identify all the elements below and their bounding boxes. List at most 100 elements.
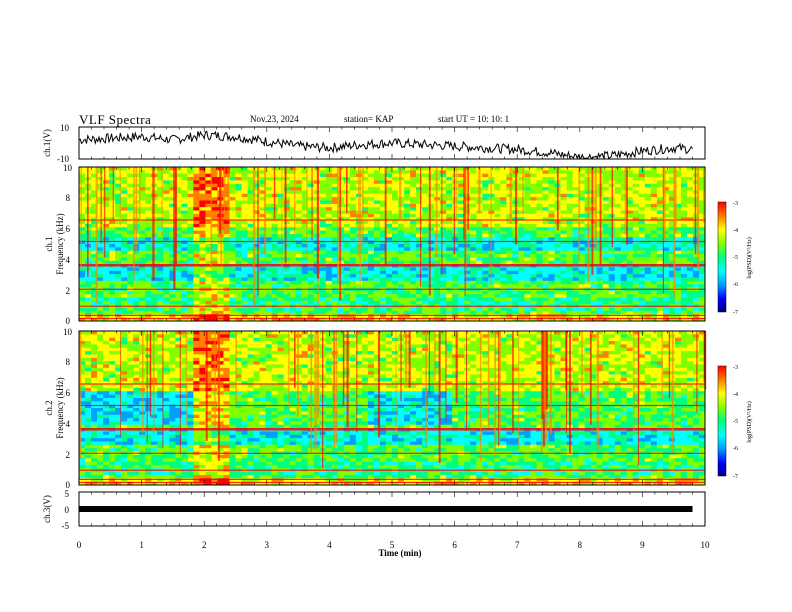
spectrogram-cell xyxy=(542,267,549,272)
spectrogram-cell xyxy=(373,233,381,238)
spectrogram-cell xyxy=(307,177,315,181)
spectrogram-cell xyxy=(560,227,567,231)
spectrogram-cell xyxy=(169,227,176,231)
spectrogram-cell xyxy=(379,230,387,235)
spectrogram-cell xyxy=(367,210,375,215)
spectrogram-cell xyxy=(103,240,110,245)
spectrogram-cell xyxy=(265,213,272,218)
spectrogram-cell xyxy=(530,193,537,198)
spectrogram-cell xyxy=(361,200,369,205)
spectrogram-cell xyxy=(452,237,459,241)
spectrogram-cell xyxy=(277,314,284,318)
spectrogram-cell xyxy=(392,247,399,251)
spectrogram-cell xyxy=(500,223,507,228)
spectrogram-cell xyxy=(307,260,315,265)
spectrogram-cell xyxy=(518,190,525,195)
sferic-streak xyxy=(273,167,276,219)
spectrogram-cell xyxy=(416,217,423,221)
spectrogram-cell xyxy=(253,294,260,298)
spectrogram-cell xyxy=(385,310,393,315)
spectrogram-cell xyxy=(680,223,688,228)
spectrogram-cell xyxy=(271,260,278,265)
spectrogram-cell xyxy=(379,180,387,185)
spectrogram-cell xyxy=(398,223,405,228)
spectrogram-cell xyxy=(247,257,254,262)
spectrogram-cell xyxy=(500,203,507,208)
spectrogram-cell xyxy=(355,297,363,302)
spectrogram-cell xyxy=(662,183,670,188)
spectrogram-cell xyxy=(650,257,658,262)
sferic-streak xyxy=(591,167,594,276)
spectrogram-cell xyxy=(121,203,128,208)
spectrogram-cell xyxy=(404,220,411,225)
spectrogram-cell xyxy=(596,317,603,322)
spectrogram-cell xyxy=(229,203,236,208)
spectrogram-cell xyxy=(169,297,176,302)
spectrogram-cell xyxy=(614,187,622,191)
spectrogram-cell xyxy=(187,193,194,198)
spectrogram-cell xyxy=(548,270,555,275)
spectrogram-cell xyxy=(560,220,567,225)
spectrogram-cell xyxy=(494,190,501,195)
spectrogram-cell xyxy=(656,230,664,235)
spectrogram-cell xyxy=(392,294,399,298)
spectrogram-cell xyxy=(355,314,363,318)
spectrogram-cell xyxy=(121,297,128,302)
spectrogram-cell xyxy=(79,374,86,379)
spectrogram-cell xyxy=(211,294,218,298)
spectrogram-cell xyxy=(392,284,399,288)
spectrogram-cell xyxy=(422,213,429,218)
spectrogram-cell xyxy=(614,244,622,248)
spectrogram-cell xyxy=(253,197,260,201)
spectrogram-cell xyxy=(464,307,471,312)
spectrogram-cell xyxy=(620,170,628,174)
spectrogram-cell xyxy=(235,270,242,275)
spectrogram-cell xyxy=(656,200,664,205)
spectrogram-cell xyxy=(590,183,597,188)
spectrogram-cell xyxy=(277,170,284,174)
spectrogram-cell xyxy=(283,227,290,231)
spectrogram-cell xyxy=(193,257,200,262)
spectrogram-cell xyxy=(199,223,206,228)
spectrogram-cell xyxy=(367,200,375,205)
spectrogram-cell xyxy=(271,250,278,255)
spectrogram-cell xyxy=(139,190,146,195)
spectrogram-cell xyxy=(506,223,513,228)
spectrogram-cell xyxy=(416,227,423,231)
ch1-ytick-bottom: -10 xyxy=(57,154,69,164)
spectrogram-cell xyxy=(349,260,357,265)
spectrogram-cell xyxy=(127,260,134,265)
spectrogram-cell xyxy=(331,247,339,251)
spectrogram-cell xyxy=(536,277,543,282)
spectrogram-cell xyxy=(602,247,609,251)
spectrogram-cell xyxy=(398,274,405,278)
spectrogram-cell xyxy=(668,244,676,248)
spectrogram-cell xyxy=(139,213,146,218)
spectrogram-cell xyxy=(259,244,266,248)
spectrogram-cell xyxy=(259,200,266,205)
spectrogram-cell xyxy=(626,170,634,174)
spectrogram-cell xyxy=(121,250,128,255)
spectrogram-cell xyxy=(253,233,260,238)
spectrogram-cell xyxy=(169,190,176,195)
spectrogram-cell xyxy=(145,200,152,205)
spectrogram-cell xyxy=(187,290,194,295)
spectrogram-cell xyxy=(404,237,411,241)
spectrogram-cell xyxy=(458,290,465,295)
spectrogram-cell xyxy=(416,220,423,225)
spectrogram-cell xyxy=(157,207,164,211)
spectrogram-cell xyxy=(343,254,351,258)
spectrogram-cell xyxy=(464,244,471,248)
spectrogram-cell xyxy=(542,237,549,241)
spectrogram-cell xyxy=(428,210,435,215)
spectrogram-cell xyxy=(247,297,254,302)
spectrogram-cell xyxy=(361,297,369,302)
spectrogram-cell xyxy=(458,213,465,218)
spectrogram-cell xyxy=(199,294,206,298)
spectrogram-cell xyxy=(620,274,628,278)
spectrogram-cell xyxy=(578,197,585,201)
spectrogram-cell xyxy=(578,267,585,272)
spectrogram-cell xyxy=(566,167,573,171)
spectrogram-cell xyxy=(307,250,315,255)
spectrogram-cell xyxy=(662,314,670,318)
